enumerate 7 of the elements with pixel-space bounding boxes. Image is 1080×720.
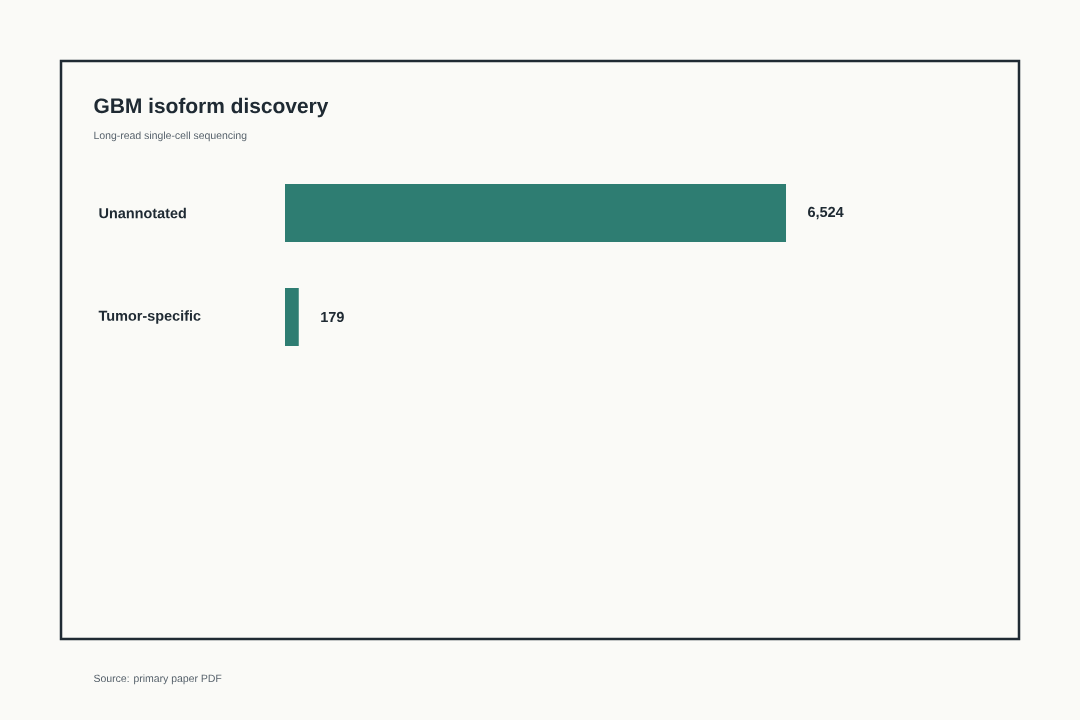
data-label: 179 <box>321 311 344 323</box>
source-note: Source: primary paper PDF <box>94 674 222 685</box>
y-tick-label: Unannotated <box>99 207 186 219</box>
y-tick-label: Tumor-specific <box>98 310 201 324</box>
text: Long-read single-cell sequencing <box>94 131 247 142</box>
chart-title: GBM isoform discovery <box>94 97 329 118</box>
data-label: 6,524 <box>808 206 844 220</box>
